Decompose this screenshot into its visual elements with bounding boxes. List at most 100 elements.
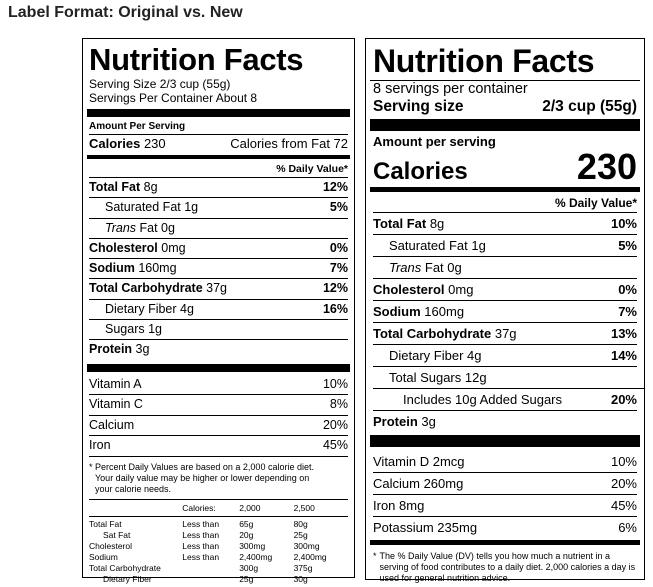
table-cell: 300g [239,562,259,573]
old-vitamin-row: Calcium 20% [89,416,348,437]
table-row: Sodium Less than 2,400mg 2,400mg [89,552,348,563]
vitamin-label: Vitamin C [89,397,143,412]
old-calories-from-fat: Calories from Fat 72 [230,136,348,151]
nutrient-amount: 1g [184,200,199,215]
nutrient-amount: 12g [464,370,487,385]
nutrient-amount: Fat 0g [139,220,175,235]
old-amount-per-serving: Amount Per Serving [89,120,348,135]
vitamin-label: Potassium 235mg [373,520,478,535]
new-thick-divider [370,119,640,131]
old-nutrient-row: Total Carbohydrate 37g 12% [89,279,348,300]
table-cell: 65g [239,518,254,529]
vitamin-dv: 8% [329,397,348,412]
old-vitamin-row: Iron 45% [89,436,348,457]
new-nutrition-label: Nutrition Facts 8 servings per container… [365,38,645,583]
table-cell: 2,500 [293,502,315,513]
table-cell: 25g [293,529,308,540]
footnote-line: Your daily value may be higher or lower … [95,472,310,483]
new-nutrient-row: Protein 3g [373,411,637,432]
table-cell: Less than [182,551,220,562]
nutrient-label: Sodium [89,261,135,276]
table-cell [89,500,182,517]
nutrient-amount: 160mg [138,261,177,276]
table-row: Sat Fat Less than 20g 25g [89,530,348,541]
table-cell: 375g [293,562,313,573]
nutrient-label: Dietary Fiber [389,348,464,363]
vitamin-label: Calcium [89,417,135,432]
nutrient-amount: 1g [148,322,162,337]
nutrient-amount: Fat 0g [424,260,462,275]
old-daily-values-table: Calories: 2,000 2,500 Total Fat Less than… [89,500,348,585]
table-cell [182,574,239,585]
nutrient-label: Total Sugars [389,370,462,385]
table-cell: Sat Fat [103,529,131,540]
nutrient-dv: 16% [322,301,348,316]
new-nutrient-row: Trans Fat 0g [373,257,637,279]
nutrient-label: Total Fat [89,180,141,194]
vitamin-dv: 10% [322,376,348,391]
nutrient-amount: 8g [143,180,158,194]
original-nutrition-label: Nutrition Facts Serving Size 2/3 cup (55… [82,38,355,584]
new-title-rule [370,80,640,81]
new-medium-divider [370,540,640,545]
table-cell: Less than [182,529,220,540]
table-cell: Dietary Fiber [103,573,152,584]
old-nutrient-row: Dietary Fiber 4g 16% [89,300,348,321]
nutrient-label: Protein [373,414,418,429]
old-servings-per-container: Servings Per Container About 8 [89,91,258,105]
old-nutrient-row: Cholesterol 0mg 0% [89,239,348,260]
old-dv-header: % Daily Value* [89,161,348,178]
old-vitamin-row: Vitamin A 10% [89,375,348,396]
nutrient-dv: 0% [618,282,637,297]
vitamin-label: Vitamin D 2mcg [373,454,465,469]
footnote-star: * [373,551,377,561]
nutrient-dv: 13% [610,326,637,341]
table-cell: 80g [293,518,308,529]
new-label-title: Nutrition Facts [373,43,595,79]
old-nutrient-row: Sugars 1g [89,320,348,341]
nutrient-label: Sugars [105,322,145,337]
new-servings-per-container: 8 servings per container [373,81,528,97]
table-cell [182,563,239,574]
nutrient-dv: 12% [322,180,348,194]
nutrient-label: Total Fat [373,216,427,231]
nutrient-label: Saturated Fat [105,200,181,215]
nutrient-amount: 37g [494,326,517,341]
table-cell: 2,000 [239,502,261,513]
nutrient-amount: 4g [467,348,482,363]
vitamin-label: Iron [89,438,111,453]
vitamin-dv: 20% [322,417,348,432]
table-cell: 300mg [293,540,320,551]
nutrient-amount: 4g [180,301,194,316]
old-footnote: * Percent Daily Values are based on a 2,… [89,457,348,500]
nutrient-label: Total Carbohydrate [89,281,203,296]
new-calories-label: Calories [373,158,468,185]
table-cell: Total Fat [89,518,122,529]
old-vitamin-row: Vitamin C 8% [89,395,348,416]
new-dv-header: % Daily Value* [373,194,637,213]
new-nutrient-row: Total Carbohydrate 37g 13% [373,323,637,345]
footnote-line: your calorie needs. [95,483,172,494]
nutrient-amount: 0mg [161,240,186,255]
old-nutrient-row: Total Fat 8g 12% [89,178,348,199]
new-calories-row: Calories 230 [373,149,637,185]
old-thick-divider [87,363,350,372]
new-amount-per-serving: Amount per serving [373,134,496,149]
vitamin-label: Calcium 260mg [373,476,464,491]
new-calories-value: 230 [576,146,637,187]
nutrient-label: Cholesterol [373,282,445,297]
table-row: Dietary Fiber 25g 30g [89,574,348,585]
table-header-row: Calories: 2,000 2,500 [89,500,348,517]
table-cell: Cholesterol [89,540,132,551]
vitamin-dv: 45% [322,438,348,453]
table-cell: Calories: [182,502,216,513]
nutrient-dv: 7% [618,304,637,319]
new-vitamin-row: Vitamin D 2mcg 10% [373,451,637,473]
nutrient-label: Trans [105,220,137,235]
new-nutrient-row: Saturated Fat 1g 5% [373,235,637,257]
table-cell: Total Carbohydrate [89,562,161,573]
nutrient-label: Saturated Fat [389,238,468,253]
old-nutrient-row: Trans Fat 0g [89,219,348,239]
nutrient-label: Sodium [373,304,421,319]
nutrient-label: Dietary Fiber [105,301,177,316]
